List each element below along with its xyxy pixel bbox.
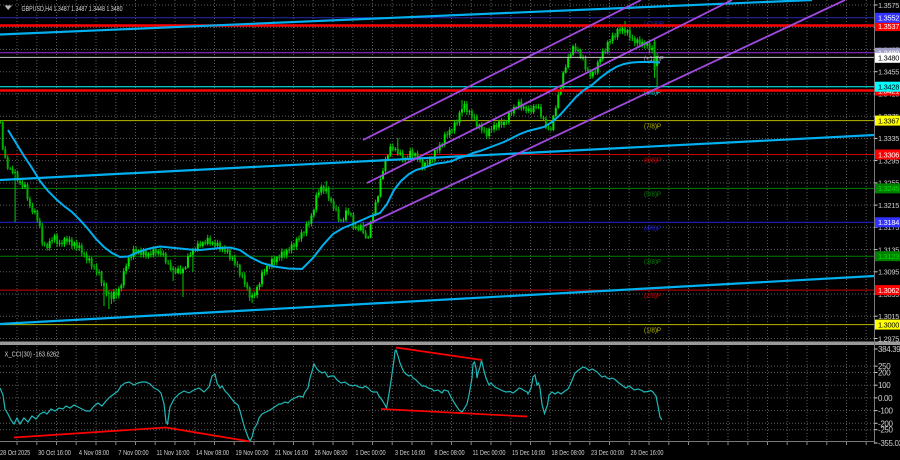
svg-text:1 Dec 00:00: 1 Dec 00:00 [355, 448, 385, 457]
svg-text:1.3480: 1.3480 [878, 54, 899, 63]
svg-text:(+2/8)P: (+2/8)P [644, 19, 664, 28]
svg-text:-355.031: -355.031 [878, 439, 900, 448]
svg-text:1.3095: 1.3095 [878, 268, 899, 277]
svg-text:(7/8)P: (7/8)P [644, 122, 661, 131]
svg-text:21 Nov 16:00: 21 Nov 16:00 [275, 448, 308, 457]
svg-text:4 Nov 08:00: 4 Nov 08:00 [79, 448, 109, 457]
svg-text:0.00: 0.00 [878, 394, 893, 403]
svg-text:1.3367: 1.3367 [878, 116, 899, 125]
svg-text:30 Oct 16:00: 30 Oct 16:00 [38, 448, 71, 457]
svg-text:-200: -200 [878, 419, 894, 428]
svg-text:19 Nov 00:00: 19 Nov 00:00 [236, 448, 269, 457]
svg-text:1.3062: 1.3062 [878, 286, 899, 295]
svg-text:1.3537: 1.3537 [878, 22, 899, 31]
svg-text:GBPUSD,H4 1.3487 1.3487 1.344: GBPUSD,H4 1.3487 1.3487 1.3448 1.3480 [22, 4, 123, 13]
svg-text:(4/8)P: (4/8)P [644, 223, 661, 232]
svg-text:1.3552: 1.3552 [878, 14, 899, 23]
svg-text:1.3175: 1.3175 [878, 223, 899, 232]
svg-text:1.3135: 1.3135 [878, 245, 899, 254]
svg-text:7 Nov 00:00: 7 Nov 00:00 [118, 448, 148, 457]
svg-text:1.3000: 1.3000 [878, 320, 899, 329]
svg-text:3 Dec 16:00: 3 Dec 16:00 [395, 448, 425, 457]
svg-text:1.3306: 1.3306 [878, 150, 899, 159]
svg-text:100: 100 [878, 381, 891, 390]
svg-text:1.2975: 1.2975 [878, 334, 899, 343]
svg-text:250: 250 [878, 362, 891, 371]
svg-text:(5/8)P: (5/8)P [644, 189, 661, 198]
svg-text:11 Nov 16:00: 11 Nov 16:00 [157, 448, 190, 457]
svg-text:18 Dec 08:00: 18 Dec 08:00 [552, 448, 585, 457]
svg-text:(3/8)P: (3/8)P [644, 257, 661, 266]
svg-text:(2/8)P: (2/8)P [644, 291, 661, 300]
svg-text:8 Dec 08:00: 8 Dec 08:00 [434, 448, 464, 457]
svg-text:-100: -100 [878, 407, 894, 416]
svg-text:15 Dec 16:00: 15 Dec 16:00 [512, 448, 545, 457]
svg-text:26 Dec 16:00: 26 Dec 16:00 [631, 448, 664, 457]
svg-text:200: 200 [878, 369, 891, 378]
svg-text:1.3123: 1.3123 [878, 252, 899, 261]
svg-text:11 Dec 00:00: 11 Dec 00:00 [473, 448, 506, 457]
svg-text:1.3455: 1.3455 [878, 68, 899, 77]
svg-text:384.3971: 384.3971 [878, 345, 900, 354]
svg-text:(6/8)P: (6/8)P [644, 156, 661, 165]
svg-text:1.3245: 1.3245 [878, 184, 899, 193]
svg-text:X_CCI(30) -163.6262: X_CCI(30) -163.6262 [5, 349, 60, 358]
svg-text:(8/8)P: (8/8)P [644, 88, 661, 97]
svg-text:1.3015: 1.3015 [878, 312, 899, 321]
svg-text:-250: -250 [878, 426, 894, 435]
svg-text:28 Oct 2025: 28 Oct 2025 [0, 448, 30, 457]
svg-text:1.3184: 1.3184 [878, 218, 899, 227]
svg-text:26 Nov 08:00: 26 Nov 08:00 [315, 448, 348, 457]
svg-text:14 Nov 08:00: 14 Nov 08:00 [196, 448, 229, 457]
svg-text:1.3335: 1.3335 [878, 134, 899, 143]
svg-text:1.3295: 1.3295 [878, 156, 899, 165]
svg-text:1.3255: 1.3255 [878, 179, 899, 188]
svg-text:(1/8)P: (1/8)P [644, 326, 661, 335]
svg-text:1.3575: 1.3575 [878, 1, 899, 10]
svg-text:1.3428: 1.3428 [878, 83, 899, 92]
svg-text:23 Dec 00:00: 23 Dec 00:00 [591, 448, 624, 457]
svg-text:1.3215: 1.3215 [878, 201, 899, 210]
